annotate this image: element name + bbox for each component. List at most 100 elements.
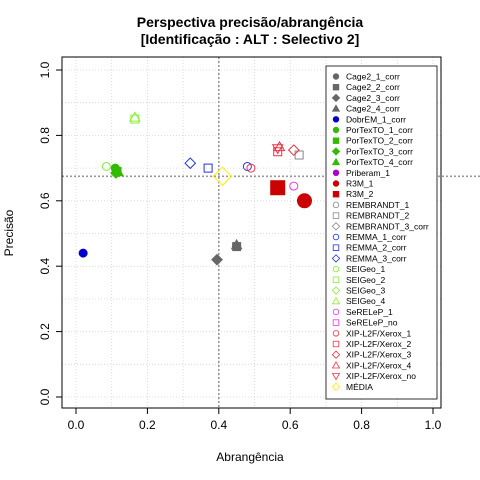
legend-item: MÉDIA (331, 382, 373, 392)
y-tick-label: 0.6 (38, 192, 52, 209)
legend-label: PorTexTO_4_corr (346, 157, 413, 167)
legend-label: SeRELeP_no (346, 318, 398, 328)
legend-item: REMMA_1_corr (332, 232, 407, 242)
plot-frame (61, 56, 442, 409)
point-seigeo-1 (101, 161, 111, 171)
legend: Cage2_1_corrCage2_2_corrCage2_3_corrCage… (325, 65, 438, 400)
y-tick-label: 1.0 (38, 61, 52, 78)
legend-marker-cage2-3-corr (331, 93, 341, 103)
legend-item: REMBRANDT_1 (332, 200, 410, 210)
legend-marker-cage2-1-corr (332, 73, 340, 80)
point-xip-l2f-xerox-no (271, 144, 284, 155)
point-seigeo-4 (129, 111, 141, 122)
legend-item: Priberam_1 (332, 168, 390, 178)
legend-marker-portexto-3-corr (331, 147, 341, 156)
legend-item: R3M_1 (332, 179, 374, 189)
legend-marker-cage2-4-corr (331, 104, 341, 112)
legend-label: REMMA_2_corr (346, 243, 407, 253)
data-points (78, 111, 312, 266)
legend-label: MÉDIA (346, 382, 373, 392)
legend-item: Cage2_1_corr (332, 72, 400, 82)
legend-label: SEIGeo_4 (346, 296, 385, 306)
legend-label: SEIGeo_3 (346, 286, 385, 296)
legend-item: SEIGeo_2 (332, 275, 385, 285)
legend-marker-seigeo-3 (331, 286, 341, 295)
legend-label: R3M_2 (346, 189, 374, 199)
legend-item: Cage2_4_corr (331, 104, 400, 114)
legend-marker-xip-l2f-xerox-no (331, 373, 341, 381)
legend-item: PorTexTO_2_corr (332, 136, 413, 146)
legend-marker-priberam-1 (332, 169, 340, 176)
x-tick-label: 1.0 (425, 418, 442, 432)
point-portexto-4-corr (112, 166, 124, 177)
legend-marker-rembrandt-3-corr (331, 222, 341, 231)
legend-marker-xip-l2f-xerox-2 (332, 340, 340, 348)
legend-label: XIP-L2F/Xerox_4 (346, 360, 411, 370)
legend-marker-dobrem-1-corr (332, 116, 340, 123)
legend-item: XIP-L2F/Xerox_2 (332, 339, 411, 349)
point-remma-3-corr (184, 157, 197, 170)
chart-subtitle: [Identificação : ALT : Selectivo 2] (141, 31, 360, 47)
legend-label: REMMA_3_corr (346, 253, 407, 263)
legend-marker-r3m-1 (332, 180, 340, 187)
legend-label: REMBRANDT_3_corr (346, 221, 429, 231)
legend-label: DobrEM_1_corr (346, 114, 406, 124)
point-rembrandt-2 (294, 150, 304, 160)
legend-label: Cage2_2_corr (346, 82, 400, 92)
legend-item: PorTexTO_3_corr (331, 146, 413, 156)
x-tick-label: 0.0 (68, 418, 85, 432)
legend-item: REMBRANDT_3_corr (331, 221, 429, 231)
point-seigeo-2 (130, 114, 140, 124)
legend-item: SeRELeP_no (332, 318, 398, 328)
legend-item: SEIGeo_4 (331, 296, 385, 306)
y-axis-label: Precisão (2, 209, 16, 256)
legend-label: Priberam_1 (346, 168, 390, 178)
legend-marker-remma-1-corr (332, 233, 340, 241)
legend-label: PorTexTO_3_corr (346, 146, 413, 156)
legend-marker-cage2-2-corr (332, 84, 340, 91)
point-xip-l2f-xerox-2 (273, 147, 283, 157)
legend-label: XIP-L2F/Xerox_no (346, 371, 416, 381)
legend-label: REMMA_1_corr (346, 232, 407, 242)
x-tick-label: 0.8 (353, 418, 370, 432)
x-tick-label: 0.4 (210, 418, 227, 432)
legend-item: XIP-L2F/Xerox_3 (331, 350, 411, 360)
legend-marker-serelep-no (332, 319, 340, 326)
legend-item: PorTexTO_4_corr (331, 157, 413, 167)
legend-marker-seigeo-4 (331, 296, 341, 305)
y-tick-label: 0.4 (38, 258, 52, 275)
legend-label: REMBRANDT_1 (346, 200, 410, 210)
y-tick-label: 0.8 (38, 127, 52, 144)
legend-marker-m-dia (331, 382, 341, 392)
legend-item: REMBRANDT_2 (332, 211, 410, 221)
legend-marker-remma-2-corr (332, 244, 340, 251)
legend-marker-rembrandt-2 (332, 212, 340, 219)
legend-label: SEIGeo_2 (346, 275, 385, 285)
x-axis: 0.0 0.2 0.4 0.6 0.8 1.0 (68, 408, 442, 432)
legend-marker-remma-3-corr (331, 254, 341, 263)
legend-label: XIP-L2F/Xerox_1 (346, 328, 411, 338)
legend-item: Cage2_2_corr (332, 82, 400, 92)
legend-item: REMMA_2_corr (332, 243, 407, 253)
legend-marker-portexto-2-corr (332, 137, 340, 144)
point-cage2-3-corr (211, 253, 223, 266)
legend-label: Cage2_1_corr (346, 72, 400, 82)
legend-item: DobrEM_1_corr (332, 114, 406, 124)
legend-item: XIP-L2F/Xerox_4 (331, 360, 411, 370)
legend-item: XIP-L2F/Xerox_1 (332, 328, 411, 338)
point-r3m-1 (296, 193, 312, 209)
legend-label: PorTexTO_2_corr (346, 136, 413, 146)
legend-marker-xip-l2f-xerox-1 (332, 330, 340, 337)
legend-marker-seigeo-2 (332, 276, 340, 283)
point-serelep-1 (289, 181, 299, 191)
legend-marker-seigeo-1 (332, 265, 340, 273)
legend-marker-r3m-2 (332, 190, 340, 198)
point-cage2-4-corr (230, 238, 243, 250)
legend-item: PorTexTO_1_corr (332, 125, 413, 135)
point-dobrem-1-corr (78, 248, 88, 258)
point-xip-l2f-xerox-3 (287, 144, 300, 157)
legend-marker-portexto-4-corr (331, 157, 341, 166)
point-xip-l2f-xerox-1 (246, 163, 256, 173)
legend-marker-rembrandt-1 (332, 201, 340, 209)
